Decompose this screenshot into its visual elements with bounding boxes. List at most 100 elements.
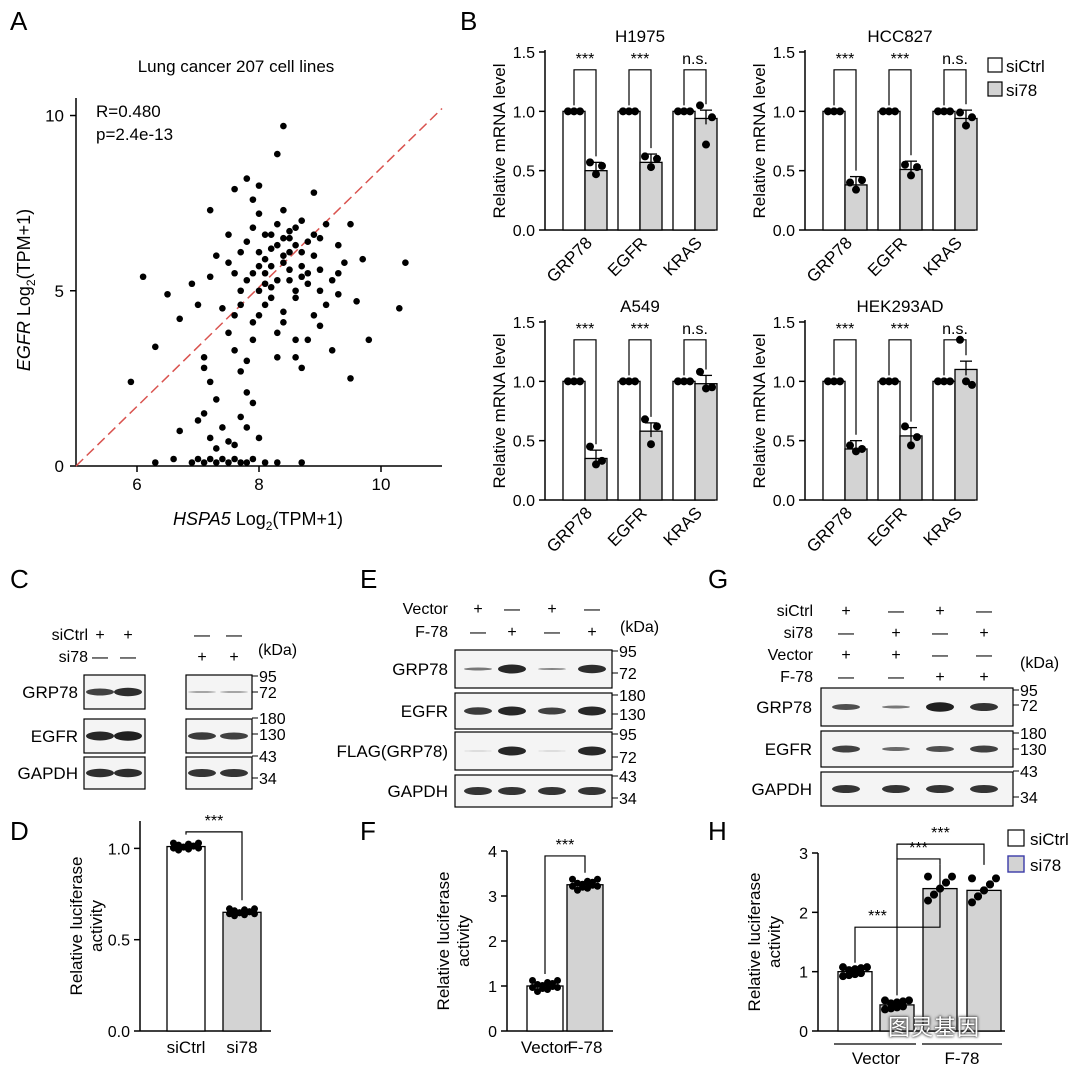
b-y-tick-label: 0.5 — [513, 164, 535, 181]
a-data-point — [194, 455, 202, 463]
blot-marker-label: 130 — [619, 707, 646, 724]
b-bar-sictrl — [672, 380, 696, 501]
a-data-point — [225, 259, 232, 267]
a-data-point — [335, 269, 342, 277]
x-tick-label: Vector — [521, 1038, 570, 1057]
b-sig-label: n.s. — [942, 321, 968, 338]
b-data-point — [674, 377, 682, 386]
b-data-point — [962, 121, 970, 130]
blot-band-label: GRP78 — [22, 683, 78, 702]
blot-band — [578, 746, 606, 756]
h-sig-label: *** — [931, 825, 950, 842]
blot-kda-label: (kDa) — [1020, 655, 1059, 672]
panel-letter-e: E — [360, 564, 377, 594]
a-data-point — [237, 301, 244, 309]
bar — [166, 845, 206, 1032]
a-data-point — [341, 259, 348, 267]
a-data-point — [231, 347, 238, 354]
bar — [566, 884, 604, 1032]
a-data-point — [292, 294, 299, 302]
b-data-point — [858, 444, 866, 453]
b-sig-bracket — [683, 69, 707, 106]
h-data-point — [992, 874, 1000, 883]
blot-sign: — — [976, 603, 992, 620]
sig-label: *** — [556, 837, 575, 854]
h-y-label-line1: Relative luciferase — [745, 873, 764, 1012]
blot-marker-label: 130 — [259, 727, 286, 744]
b-chart-title: A549 — [620, 297, 660, 316]
b-x-tick-label: EGFR — [864, 233, 911, 280]
blot-sign: — — [92, 649, 108, 666]
b-data-point — [641, 415, 649, 424]
b-bar-sictrl — [617, 380, 641, 501]
h-data-point — [948, 872, 956, 881]
a-data-point — [261, 231, 269, 238]
b-data-point — [570, 107, 578, 116]
a-data-point — [280, 252, 287, 260]
a-data-point — [286, 266, 293, 274]
blot-sign: — — [194, 627, 210, 644]
blot-sign: + — [473, 601, 482, 618]
b-data-point — [674, 107, 682, 116]
blot-band — [464, 667, 492, 671]
a-data-point — [286, 227, 293, 235]
blot-sign: — — [226, 627, 242, 644]
a-data-point — [274, 150, 281, 158]
blot-marker-label: 72 — [259, 685, 277, 702]
b-data-point — [708, 113, 716, 122]
blot-condition-label: si78 — [59, 649, 88, 666]
b-sig-bracket — [573, 339, 597, 445]
a-data-point — [152, 343, 159, 351]
b-data-point — [940, 107, 948, 116]
b-chart-title: H1975 — [615, 27, 665, 46]
blot-sign: + — [891, 647, 900, 664]
b-y-tick-label: 1.0 — [773, 104, 795, 121]
data-point — [594, 882, 601, 890]
data-point — [579, 880, 586, 888]
blot-kda-label: (kDa) — [258, 642, 297, 659]
b-data-point — [852, 447, 860, 456]
blot-band-label: EGFR — [401, 702, 448, 721]
b-bar-si78 — [954, 117, 978, 231]
a-data-point — [310, 231, 318, 238]
a-data-point — [213, 459, 220, 466]
a-data-point — [322, 220, 330, 228]
blot-band — [832, 704, 860, 710]
h-sig-label: *** — [868, 908, 887, 925]
blot-sign: + — [229, 649, 238, 666]
b-data-point — [576, 107, 584, 116]
b-data-point — [625, 377, 633, 386]
blot-membrane — [454, 774, 613, 808]
y-tick-label: 1 — [488, 979, 497, 996]
y-tick-label: 4 — [488, 844, 497, 861]
blot-band — [882, 747, 910, 751]
blot-sign: — — [932, 647, 948, 664]
b-sig-bracket — [888, 69, 912, 156]
a-data-point — [194, 301, 202, 309]
h-bar — [837, 971, 873, 1032]
blot-band — [578, 664, 606, 674]
y-tick-label: 1.0 — [108, 841, 130, 858]
blot-condition-label: F-78 — [780, 669, 813, 686]
blot-band — [464, 787, 492, 795]
h-data-point — [887, 1004, 895, 1013]
data-point — [251, 910, 258, 918]
y-label-line2: activity — [454, 915, 473, 967]
h-data-point — [980, 886, 988, 895]
a-data-point — [359, 255, 367, 263]
b-y-label: Relative mRNA level — [750, 334, 769, 489]
b-sig-bracket — [943, 339, 967, 376]
b-y-tick-label: 1.5 — [513, 315, 535, 332]
b-y-tick-label: 1.0 — [513, 104, 535, 121]
a-data-point — [261, 280, 269, 288]
b-data-point — [913, 163, 921, 172]
panel-a-ylabel: EGFR Log2(TPM+1) — [14, 209, 38, 371]
a-data-point — [243, 276, 251, 284]
blot-band — [882, 785, 910, 793]
b-y-tick-label: 0.0 — [513, 493, 535, 510]
b-data-point — [653, 422, 661, 431]
a-data-point — [347, 375, 354, 382]
western-blots: siCtrl + + — —si78— — + + (kDa)GRP78EGFRGAPDH957… — [18, 601, 1060, 808]
